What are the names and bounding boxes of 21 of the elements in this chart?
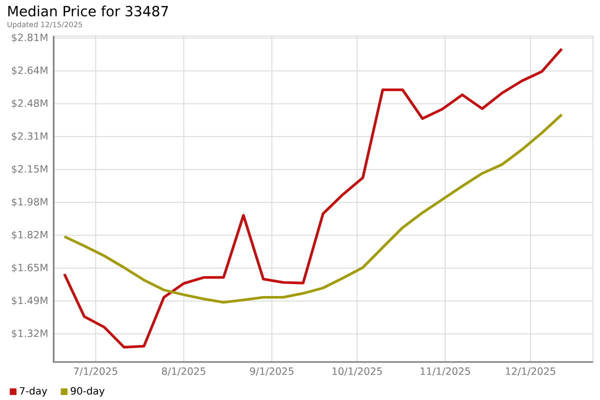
x-tick-label: 7/1/2025 bbox=[74, 367, 118, 376]
y-tick-label: $2.64M bbox=[12, 66, 48, 76]
y-tick-label: $1.32M bbox=[12, 329, 48, 338]
x-tick-label: 11/1/2025 bbox=[420, 367, 470, 376]
x-tick-label: 8/1/2025 bbox=[162, 367, 206, 376]
legend-label: 7-day bbox=[20, 386, 48, 397]
y-tick-label: $2.81M bbox=[12, 33, 48, 43]
chart-title: Median Price for 33487 bbox=[8, 6, 168, 16]
legend-label: 90-day bbox=[70, 386, 105, 397]
x-tick-label: 9/1/2025 bbox=[250, 367, 294, 376]
y-tick-label: $2.15M bbox=[12, 164, 48, 174]
y-tick-label: $2.48M bbox=[12, 99, 48, 108]
line-series bbox=[63, 113, 564, 304]
y-tick-label: $1.65M bbox=[12, 264, 48, 273]
y-tick-label: $2.31M bbox=[12, 132, 48, 142]
y-tick-label: $1.98M bbox=[12, 198, 48, 207]
y-tick-label: $1.82M bbox=[12, 230, 48, 240]
line-series bbox=[63, 48, 564, 349]
y-tick-label: $1.49M bbox=[12, 296, 48, 306]
x-tick-label: 12/1/2025 bbox=[506, 367, 556, 376]
x-tick-label: 10/1/2025 bbox=[332, 367, 382, 376]
